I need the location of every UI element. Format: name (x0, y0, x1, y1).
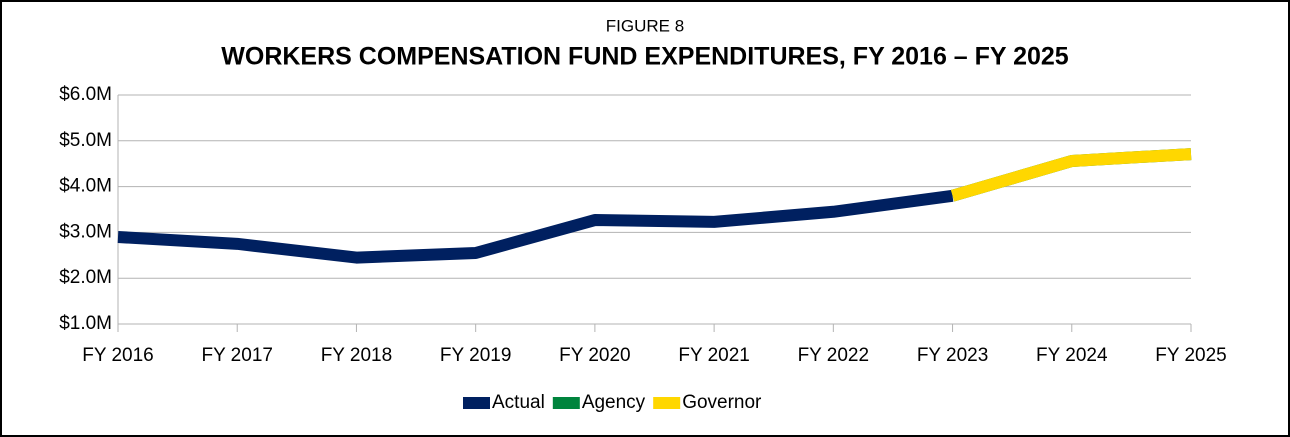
chart-title: WORKERS COMPENSATION FUND EXPENDITURES, … (221, 43, 1069, 71)
x-tick-label: FY 2024 (1036, 345, 1108, 366)
series-line (950, 148, 1192, 202)
legend-swatch (552, 397, 580, 409)
x-tick-label: FY 2021 (678, 345, 749, 366)
legend-label: Actual (492, 392, 545, 413)
y-tick-label: $6.0M (59, 84, 112, 105)
y-tick-label: $1.0M (59, 313, 112, 334)
chart-subtitle: FIGURE 8 (606, 16, 684, 35)
x-tick-label: FY 2016 (82, 345, 153, 366)
series-line (117, 189, 954, 264)
x-tick-label: FY 2020 (559, 345, 630, 366)
legend-label: Agency (582, 392, 646, 413)
x-tick-label: FY 2017 (201, 345, 272, 366)
x-tick-label: FY 2025 (1155, 345, 1226, 366)
y-tick-label: $2.0M (59, 267, 112, 288)
y-tick-label: $3.0M (59, 221, 112, 242)
legend-label: Governor (682, 392, 762, 413)
x-tick-label: FY 2019 (440, 345, 511, 366)
y-tick-label: $5.0M (59, 130, 112, 151)
x-tick-label: FY 2018 (321, 345, 392, 366)
x-tick-label: FY 2023 (917, 345, 988, 366)
y-tick-label: $4.0M (59, 176, 112, 197)
legend-swatch (653, 397, 681, 409)
x-tick-label: FY 2022 (798, 345, 869, 366)
legend-swatch (463, 397, 490, 409)
